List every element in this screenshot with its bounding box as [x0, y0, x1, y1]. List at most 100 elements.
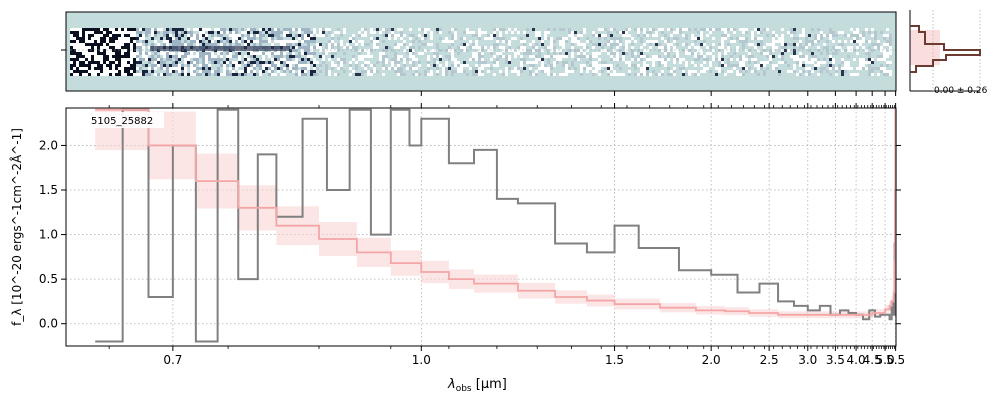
twod-pixel [139, 28, 142, 31]
twod-pixel [886, 43, 889, 46]
twod-pixel [346, 46, 349, 49]
twod-pixel [145, 58, 148, 61]
twod-pixel [310, 55, 313, 58]
twod-pixel [73, 43, 76, 46]
twod-pixel [883, 58, 886, 61]
twod-pixel [352, 40, 355, 43]
twod-pixel [73, 58, 76, 61]
twod-pixel [580, 70, 583, 73]
twod-pixel [661, 37, 664, 40]
twod-pixel [493, 28, 496, 31]
twod-pixel [634, 67, 637, 70]
twod-pixel [160, 52, 163, 55]
twod-pixel [151, 28, 154, 31]
twod-pixel [652, 64, 655, 67]
twod-pixel [271, 73, 274, 76]
twod-pixel [400, 31, 403, 34]
twod-pixel [811, 58, 814, 61]
twod-pixel [433, 64, 436, 67]
twod-pixel [481, 31, 484, 34]
twod-pixel [205, 73, 208, 76]
twod-pixel [196, 61, 199, 64]
twod-pixel [259, 31, 262, 34]
twod-pixel [730, 55, 733, 58]
twod-pixel [463, 70, 466, 73]
twod-pixel [610, 40, 613, 43]
twod-pixel [187, 73, 190, 76]
twod-pixel [586, 67, 589, 70]
twod-pixel [664, 46, 667, 49]
twod-pixel [643, 49, 646, 52]
twod-pixel [781, 52, 784, 55]
twod-pixel [874, 31, 877, 34]
twod-pixel [100, 40, 103, 43]
twod-pixel [478, 37, 481, 40]
twod-pixel [889, 73, 892, 76]
twod-pixel [574, 40, 577, 43]
twod-pixel [571, 64, 574, 67]
twod-pixel [82, 28, 85, 31]
twod-pixel [304, 37, 307, 40]
twod-pixel [547, 70, 550, 73]
twod-pixel [535, 49, 538, 52]
twod-pixel [676, 31, 679, 34]
twod-pixel [736, 49, 739, 52]
twod-pixel [562, 64, 565, 67]
y-axis-label: f_λ [10^-20 ergs^-1cm^-2Å^-1] [9, 128, 24, 326]
twod-pixel [526, 49, 529, 52]
twod-pixel [571, 61, 574, 64]
twod-pixel [427, 28, 430, 31]
twod-pixel [580, 49, 583, 52]
twod-pixel [94, 52, 97, 55]
twod-pixel [205, 52, 208, 55]
twod-pixel [238, 58, 241, 61]
twod-pixel [178, 43, 181, 46]
twod-pixel [784, 46, 787, 49]
twod-pixel [868, 46, 871, 49]
twod-pixel [331, 67, 334, 70]
twod-pixel [760, 67, 763, 70]
twod-pixel [478, 58, 481, 61]
twod-pixel [460, 70, 463, 73]
twod-pixel [520, 49, 523, 52]
twod-pixel [127, 31, 130, 34]
twod-pixel [451, 55, 454, 58]
twod-pixel [118, 34, 121, 37]
twod-pixel [238, 43, 241, 46]
twod-pixel [412, 52, 415, 55]
twod-pixel [268, 28, 271, 31]
main-panel: 0.7 1.0 1.5 2.0 2.5 3.0 3.5 4.04.55.05.5 0.00.5… [39, 91, 905, 367]
twod-pixel [559, 52, 562, 55]
twod-pixel [202, 58, 205, 61]
twod-pixel [625, 34, 628, 37]
twod-pixel [214, 55, 217, 58]
twod-pixel [133, 40, 136, 43]
twod-pixel [853, 40, 856, 43]
twod-pixel [712, 43, 715, 46]
twod-pixel [826, 49, 829, 52]
twod-pixel [169, 37, 172, 40]
twod-pixel [250, 55, 253, 58]
twod-pixel [625, 61, 628, 64]
twod-pixel [292, 37, 295, 40]
twod-pixel [787, 43, 790, 46]
twod-pixel [805, 61, 808, 64]
twod-pixel [235, 67, 238, 70]
twod-pixel [760, 31, 763, 34]
twod-pixel [133, 70, 136, 73]
twod-pixel [88, 61, 91, 64]
twod-pixel [838, 31, 841, 34]
twod-pixel [91, 73, 94, 76]
twod-pixel [322, 55, 325, 58]
twod-pixel [430, 73, 433, 76]
twod-pixel [172, 61, 175, 64]
twod-pixel [490, 58, 493, 61]
twod-pixel [583, 52, 586, 55]
twod-pixel [625, 52, 628, 55]
twod-pixel [157, 64, 160, 67]
twod-pixel [388, 46, 391, 49]
twod-pixel [199, 64, 202, 67]
twod-pixel [97, 37, 100, 40]
twod-pixel [373, 64, 376, 67]
twod-pixel [541, 70, 544, 73]
